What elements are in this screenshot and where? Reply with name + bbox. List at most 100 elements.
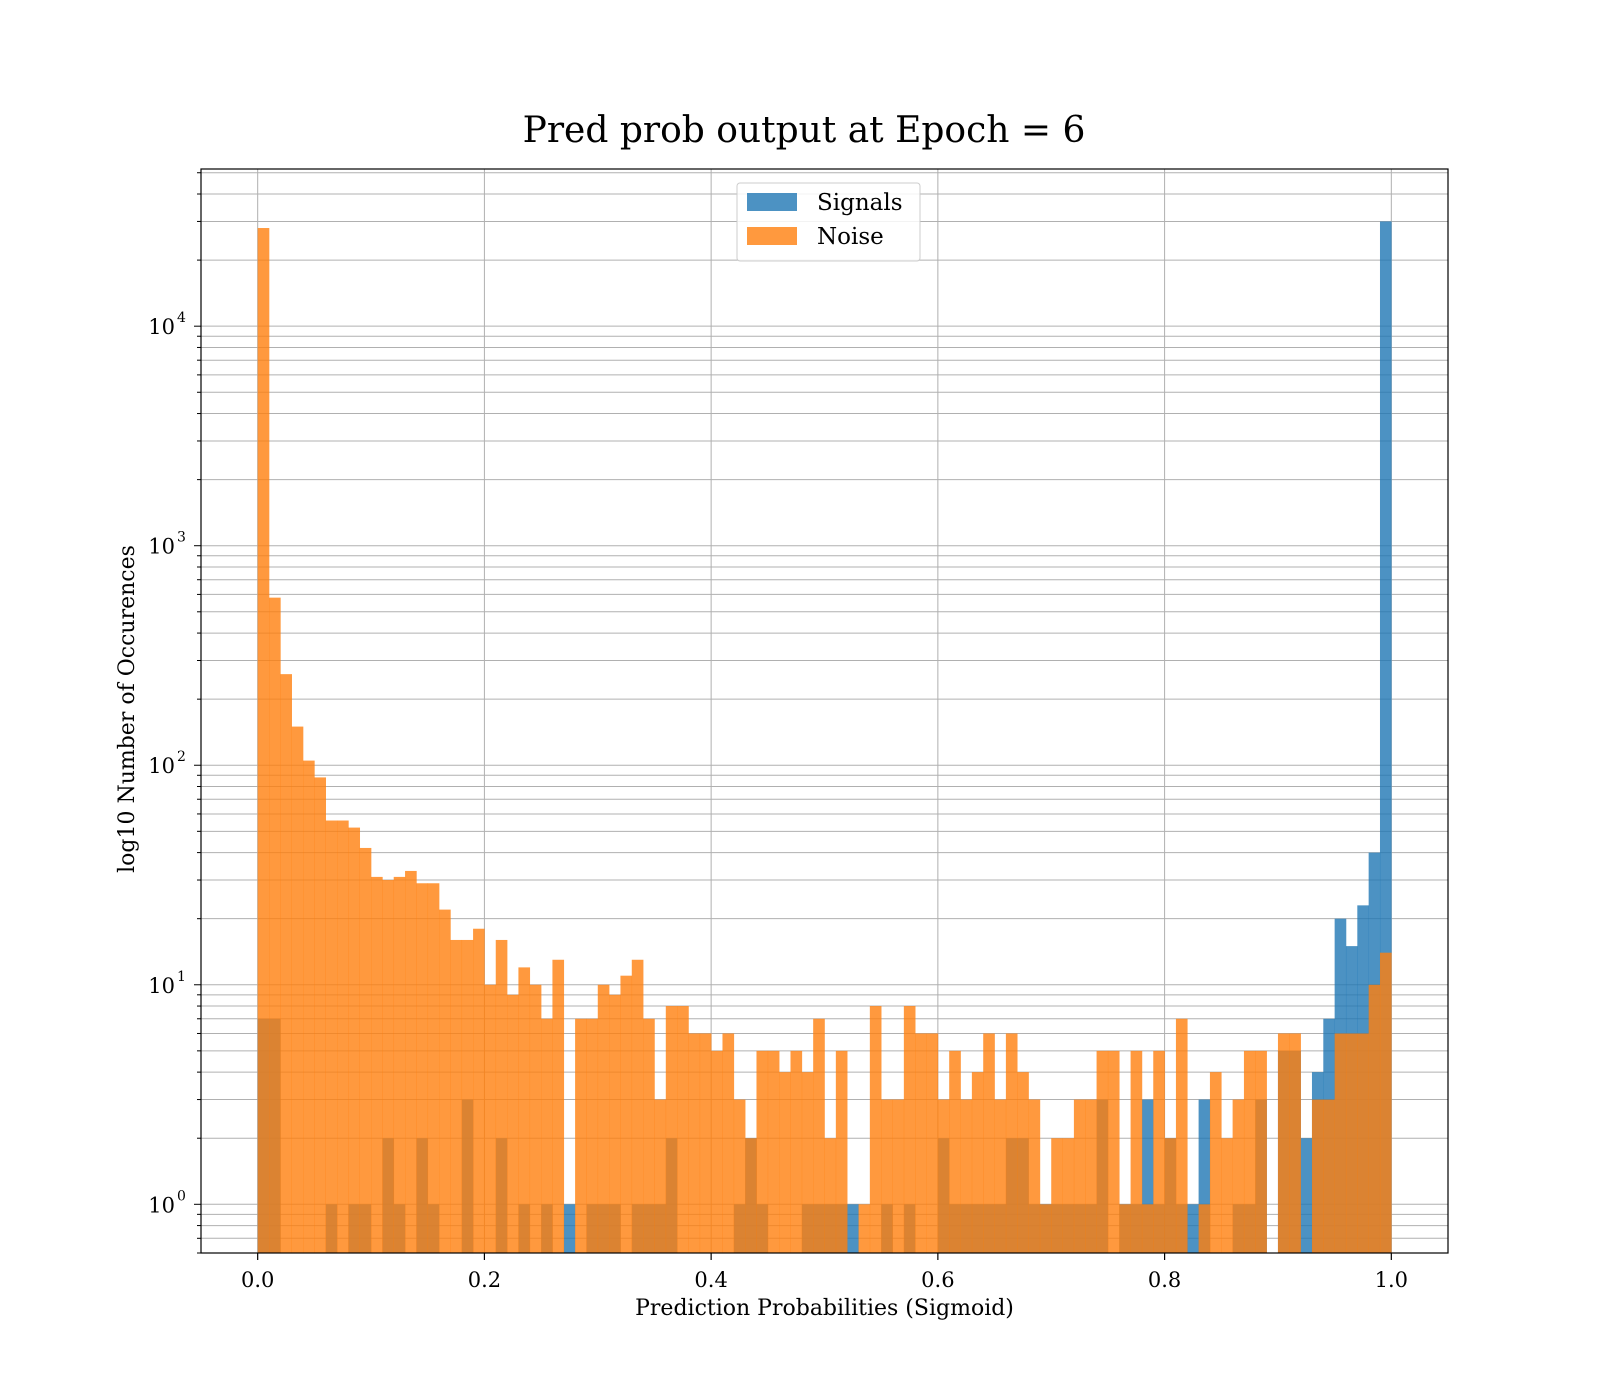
- bar-noise: [1017, 1072, 1029, 1253]
- bar-noise: [971, 1072, 984, 1253]
- bar-noise: [552, 959, 565, 1253]
- bar-noise: [892, 1099, 905, 1253]
- bar-noise: [1028, 1099, 1041, 1253]
- bar-noise: [1255, 1050, 1267, 1253]
- bar-noise: [507, 994, 519, 1253]
- bar-noise: [1289, 1033, 1301, 1253]
- legend: Signals Noise: [736, 182, 921, 262]
- bar-noise: [359, 847, 372, 1253]
- x-axis-label: Prediction Probabilities (Sigmoid): [635, 1296, 1014, 1321]
- bar-noise: [597, 984, 610, 1253]
- bar-noise: [484, 984, 497, 1253]
- bar-noise: [405, 870, 417, 1253]
- y-tick-exponent: 1: [177, 969, 186, 985]
- x-tick-label: 0.2: [468, 1268, 501, 1292]
- bar-noise: [303, 760, 315, 1253]
- bar-noise: [937, 1099, 950, 1253]
- bar-noise: [903, 1006, 916, 1253]
- x-tick-label: 1.0: [1375, 1268, 1408, 1292]
- bar-signals: [563, 1204, 576, 1253]
- bar-noise: [518, 967, 531, 1253]
- bars: [257, 221, 1392, 1254]
- bar-noise: [801, 1072, 814, 1253]
- bar-noise: [756, 1050, 769, 1253]
- bar-noise: [1153, 1050, 1165, 1253]
- y-tick-exponent: 2: [177, 749, 186, 765]
- bar-noise: [949, 1050, 961, 1253]
- bar-noise: [257, 228, 270, 1253]
- bar-noise: [461, 939, 474, 1253]
- bar-noise: [609, 994, 621, 1253]
- bar-noise: [711, 1050, 723, 1253]
- bar-noise: [1368, 984, 1381, 1253]
- bar-noise: [1107, 1050, 1120, 1253]
- bar-noise: [371, 876, 383, 1253]
- bar-noise: [994, 1099, 1007, 1253]
- x-tick-label: 0.0: [241, 1268, 274, 1292]
- bar-noise: [1277, 1033, 1290, 1253]
- x-tick-label: 0.4: [694, 1268, 727, 1292]
- bar-signals: [1198, 1099, 1211, 1253]
- bar-noise: [1357, 1033, 1369, 1253]
- bar-noise: [1164, 1138, 1177, 1253]
- bar-noise: [1345, 1033, 1358, 1253]
- y-tick-label: 10: [148, 974, 175, 998]
- legend-label-signals: Signals: [817, 190, 903, 216]
- y-tick-label: 10: [148, 315, 175, 339]
- bar-noise: [631, 959, 644, 1253]
- bar-noise: [1334, 1033, 1347, 1253]
- bar-noise: [926, 1033, 939, 1253]
- legend-swatch-noise: [747, 227, 797, 245]
- bar-noise: [858, 1204, 871, 1253]
- bar-noise: [665, 1006, 678, 1253]
- legend-swatch-signals: [747, 193, 797, 211]
- bar-noise: [643, 1018, 655, 1253]
- bar-noise: [824, 1138, 837, 1253]
- bar-noise: [427, 883, 440, 1253]
- bar-noise: [1243, 1050, 1256, 1253]
- bar-noise: [291, 726, 304, 1253]
- bar-noise: [1085, 1099, 1097, 1253]
- bar-noise: [1119, 1204, 1131, 1253]
- bar-noise: [495, 939, 508, 1253]
- bar-noise: [1141, 1204, 1154, 1253]
- legend-label-noise: Noise: [817, 224, 884, 250]
- bar-noise: [960, 1099, 973, 1253]
- bar-noise: [1209, 1072, 1222, 1253]
- bar-noise: [779, 1072, 791, 1253]
- bar-noise: [439, 909, 451, 1253]
- bar-noise: [416, 883, 429, 1253]
- bar-noise: [1232, 1099, 1245, 1253]
- plot-frame: [200, 168, 1449, 1254]
- bar-noise: [393, 876, 406, 1253]
- bar-noise: [382, 880, 395, 1253]
- bar-noise: [575, 1018, 587, 1253]
- bar-noise: [688, 1033, 701, 1253]
- bar-noise: [835, 1050, 848, 1253]
- bar-noise: [699, 1033, 712, 1253]
- bar-noise: [1221, 1138, 1233, 1253]
- bar-noise: [1039, 1204, 1052, 1253]
- bar-noise: [1175, 1018, 1188, 1253]
- y-tick-label: 10: [148, 754, 175, 778]
- bar-noise: [745, 1138, 757, 1253]
- bar-noise: [813, 1018, 825, 1253]
- bar-noise: [733, 1099, 746, 1253]
- bar-noise: [1051, 1138, 1063, 1253]
- x-tick-label: 0.8: [1148, 1268, 1181, 1292]
- bar-noise: [450, 939, 463, 1253]
- bar-noise: [280, 674, 292, 1253]
- bar-noise: [869, 1006, 882, 1253]
- bar-noise: [586, 1018, 599, 1253]
- bar-noise: [529, 984, 542, 1253]
- bar-noise: [325, 820, 338, 1253]
- y-tick-exponent: 0: [177, 1188, 186, 1204]
- bar-noise: [269, 597, 281, 1253]
- bar-noise: [1005, 1033, 1018, 1253]
- bar-noise: [722, 1033, 735, 1253]
- bar-noise: [881, 1099, 893, 1253]
- bar-noise: [983, 1033, 995, 1253]
- bar-noise: [1323, 1099, 1335, 1253]
